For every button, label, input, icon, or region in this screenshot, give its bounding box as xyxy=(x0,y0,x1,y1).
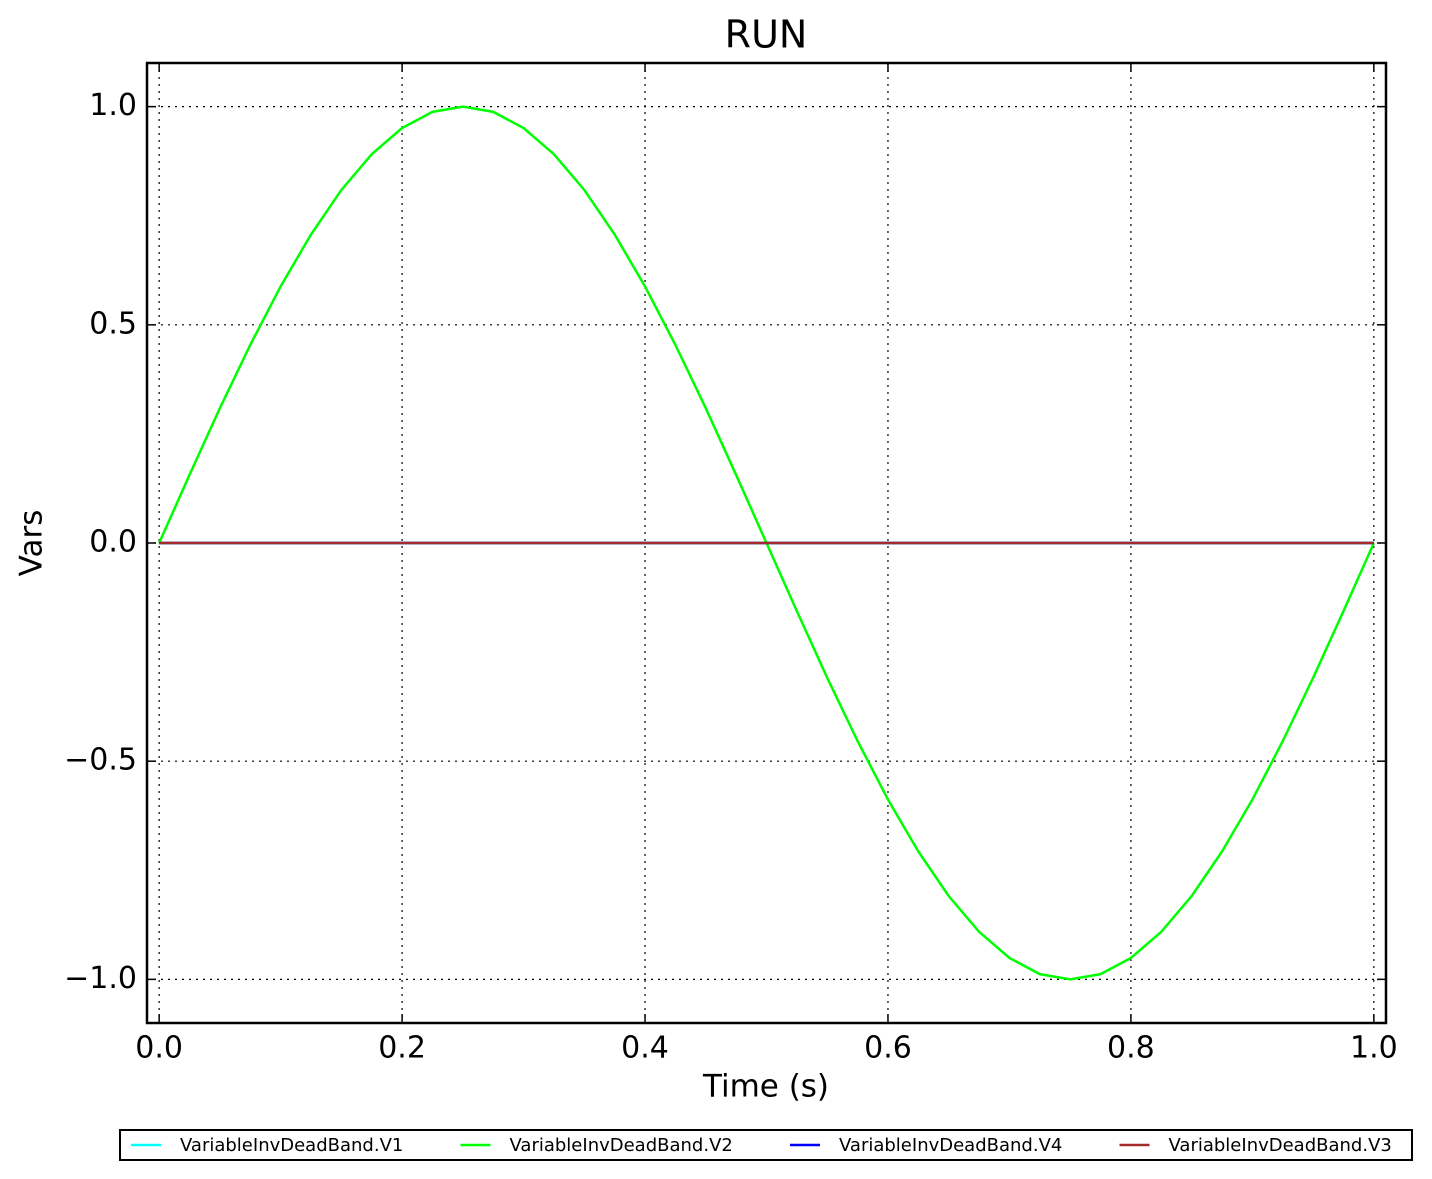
x-tick-label: 0.6 xyxy=(864,1031,912,1066)
x-axis-label: Time (s) xyxy=(702,1069,829,1105)
plot-frame xyxy=(145,61,1388,1025)
legend-label: VariableInvDeadBand.V1 xyxy=(180,1135,403,1156)
y-tick-label: 0.5 xyxy=(89,306,137,341)
legend-label: VariableInvDeadBand.V2 xyxy=(510,1135,733,1156)
y-axis-label: Vars xyxy=(14,510,50,577)
legend-label: VariableInvDeadBand.V3 xyxy=(1169,1135,1392,1156)
x-tick-label: 0.2 xyxy=(378,1031,426,1066)
x-tick-label: 0.4 xyxy=(621,1031,669,1066)
x-tick-label: 1.0 xyxy=(1350,1031,1398,1066)
chart-title: RUN xyxy=(725,13,808,57)
y-tick-label: 1.0 xyxy=(89,88,137,123)
x-tick-label: 0.8 xyxy=(1107,1031,1155,1066)
legend-box xyxy=(119,1129,1413,1161)
y-tick-label: −1.0 xyxy=(64,961,137,996)
y-tick-label: −0.5 xyxy=(64,743,137,778)
y-tick-label: 0.0 xyxy=(89,525,137,560)
x-tick-label: 0.0 xyxy=(135,1031,183,1066)
legend-label: VariableInvDeadBand.V4 xyxy=(839,1135,1062,1156)
